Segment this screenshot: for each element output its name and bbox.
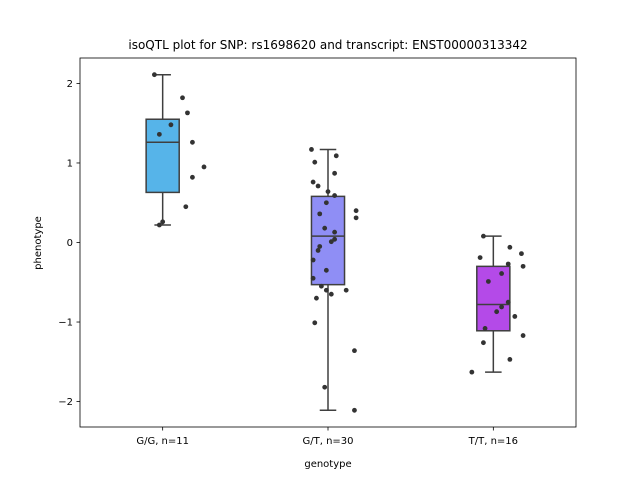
data-point	[185, 110, 190, 116]
x-tick-label: G/G, n=11	[136, 436, 189, 447]
data-point	[332, 170, 338, 176]
x-tick-label: G/T, n=30	[302, 436, 353, 447]
data-point	[481, 340, 486, 346]
data-point	[352, 348, 357, 354]
data-point	[328, 239, 334, 245]
y-tick-label: 1	[67, 158, 73, 169]
data-point	[183, 204, 189, 210]
data-point	[332, 193, 338, 198]
data-point	[310, 257, 316, 263]
data-point	[312, 320, 318, 326]
data-point	[323, 200, 329, 206]
data-point	[343, 287, 349, 293]
data-point	[505, 261, 511, 267]
data-point	[317, 244, 323, 249]
data-point	[482, 325, 488, 331]
data-point	[201, 164, 207, 170]
y-tick-label: −2	[58, 397, 73, 408]
data-point	[352, 407, 357, 413]
y-tick-label: 2	[67, 79, 73, 90]
y-tick-label: −1	[58, 318, 73, 329]
data-point	[323, 287, 329, 293]
data-point	[309, 147, 314, 152]
data-point	[152, 72, 157, 78]
data-point	[332, 229, 338, 235]
data-point	[485, 279, 491, 284]
data-point	[156, 222, 162, 228]
data-point	[507, 357, 513, 362]
y-tick-label: 0	[67, 238, 73, 249]
data-point	[328, 291, 334, 297]
box-iqr	[145, 118, 180, 194]
x-tick-label: T/T, n=16	[468, 436, 518, 447]
x-axis-label: genotype	[304, 459, 351, 470]
data-point	[180, 95, 185, 101]
data-point	[312, 159, 318, 165]
data-point	[317, 211, 323, 217]
data-point	[333, 153, 339, 159]
data-point	[499, 271, 504, 276]
data-point	[190, 174, 195, 180]
data-point	[469, 369, 475, 375]
data-point	[353, 208, 359, 214]
data-point	[310, 275, 316, 281]
box-iqr	[476, 265, 511, 332]
data-point	[315, 248, 321, 253]
data-point	[505, 299, 511, 305]
y-axis-label: phenotype	[33, 216, 44, 270]
data-point	[512, 314, 518, 319]
data-point	[160, 219, 166, 225]
data-point	[520, 263, 526, 269]
data-point	[507, 244, 513, 250]
data-point	[322, 384, 328, 390]
data-point	[190, 139, 195, 145]
chart-title: isoQTL plot for SNP: rs1698620 and trans…	[128, 38, 527, 52]
data-point	[477, 255, 483, 261]
data-point	[168, 122, 174, 128]
data-point	[499, 304, 504, 310]
data-point	[481, 233, 486, 239]
data-point	[519, 251, 524, 257]
data-point	[325, 189, 331, 195]
data-point	[494, 309, 500, 315]
data-point	[323, 267, 329, 273]
data-point	[315, 183, 321, 189]
data-point	[332, 236, 338, 242]
data-point	[156, 131, 162, 137]
data-point	[353, 215, 359, 221]
plot-area: 2 1 0 −1 −2 G/G, n=11 G/T, n=30 T/T, n=16	[58, 57, 577, 447]
data-point	[310, 179, 316, 185]
data-point	[314, 295, 319, 301]
data-point	[520, 333, 526, 338]
data-point	[318, 283, 324, 289]
data-point	[322, 225, 328, 231]
